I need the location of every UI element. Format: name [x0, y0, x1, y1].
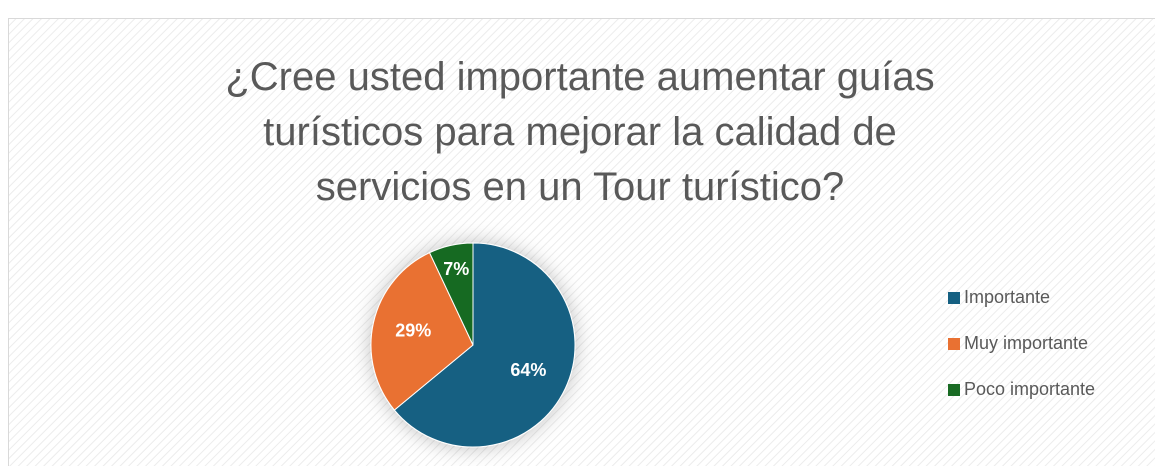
chart-area: [8, 18, 1155, 466]
pie-slice: [370, 252, 474, 411]
chart-title: ¿Cree usted importante aumentar guías tu…: [225, 55, 935, 209]
legend-swatch: [948, 338, 960, 350]
data-label: 64%: [510, 360, 546, 380]
legend-label: Poco importante: [964, 379, 1095, 399]
data-label: 7%: [443, 259, 469, 279]
legend-label: Importante: [964, 287, 1050, 307]
pie-slice: [428, 242, 474, 346]
pie-slice: [393, 242, 576, 448]
legend-swatch: [948, 384, 960, 396]
pie: [370, 242, 576, 448]
data-label: 29%: [395, 320, 431, 340]
legend-swatch: [948, 292, 960, 304]
legend-label: Muy importante: [964, 333, 1088, 353]
